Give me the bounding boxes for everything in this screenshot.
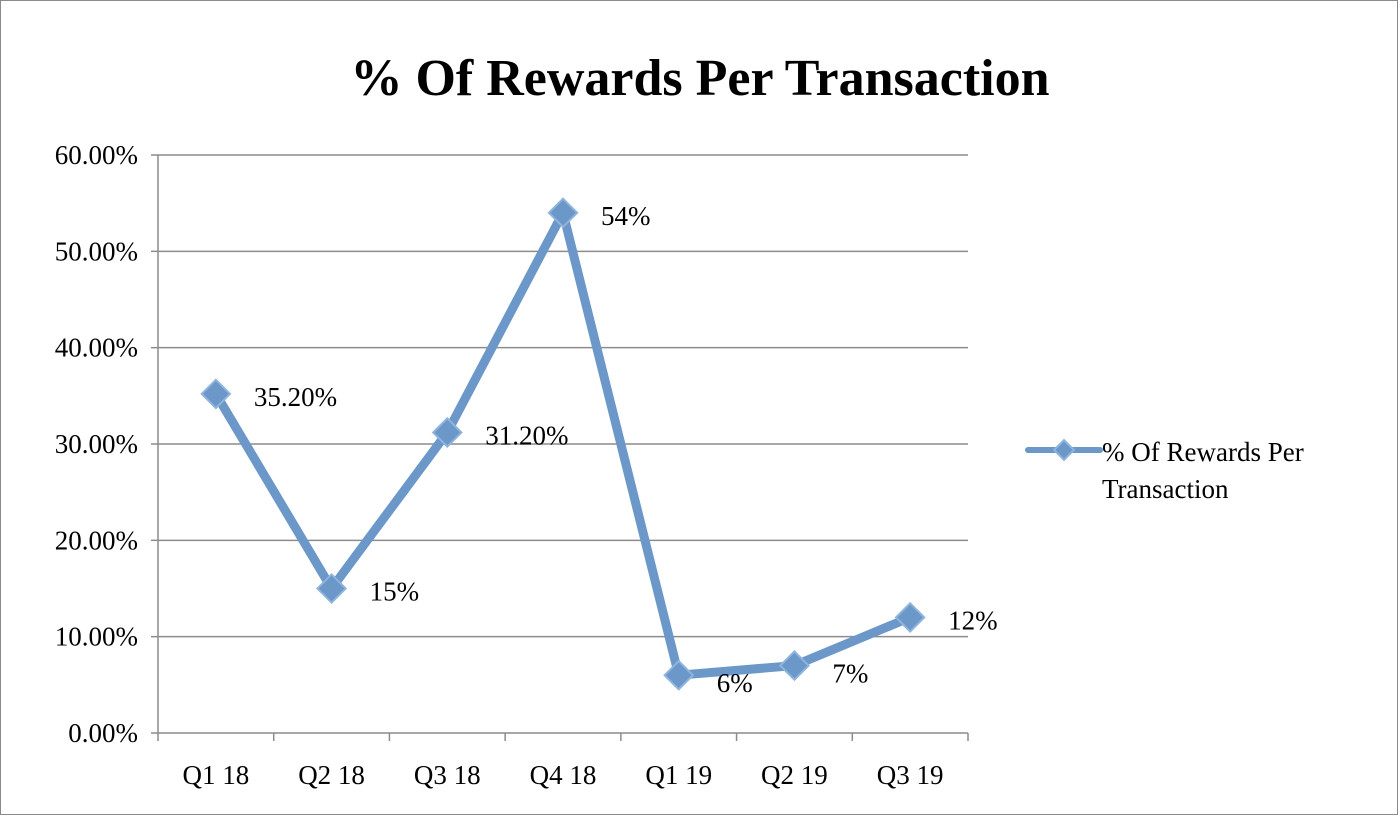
data-labels: 35.20% 15% 31.20% 54% 6% 7% 12%: [254, 201, 998, 698]
chart-title: % Of Rewards Per Transaction: [350, 50, 1049, 107]
data-label: 15%: [370, 577, 420, 607]
axes: [151, 154, 969, 741]
x-tick-label: Q1 19: [645, 760, 712, 790]
legend-marker: [1052, 438, 1076, 462]
y-tick-label: 30.00%: [55, 429, 138, 459]
x-tick-label: Q1 18: [182, 760, 249, 790]
series-group: [200, 197, 926, 691]
y-tick-labels: 0.00% 10.00% 20.00% 30.00% 40.00% 50.00% 60.00…: [55, 140, 138, 748]
data-point: [778, 650, 810, 682]
data-point: [431, 416, 463, 448]
legend-label-line-1: % Of Rewards Per: [1102, 437, 1304, 467]
x-tick-labels: Q1 18 Q2 18 Q3 18 Q4 18 Q1 19 Q2 19 Q3 19: [182, 760, 943, 790]
data-label: 12%: [948, 605, 998, 635]
data-label: 6%: [717, 668, 753, 698]
y-tick-label: 0.00%: [68, 718, 138, 748]
legend-label-line-2: Transaction: [1102, 474, 1229, 504]
data-point: [200, 378, 232, 410]
x-tick-label: Q4 18: [530, 760, 597, 790]
legend: % Of Rewards Per Transaction: [1025, 437, 1304, 504]
x-tick-label: Q3 18: [414, 760, 481, 790]
x-tick-label: Q2 19: [761, 760, 828, 790]
data-label: 31.20%: [485, 420, 568, 450]
data-point: [547, 197, 579, 229]
data-label: 7%: [832, 659, 868, 689]
data-label: 54%: [601, 201, 651, 231]
y-tick-label: 10.00%: [55, 622, 138, 652]
data-point: [316, 572, 348, 605]
data-point: [894, 601, 926, 633]
y-tick-label: 50.00%: [55, 236, 138, 266]
y-tick-label: 40.00%: [55, 333, 138, 363]
y-tick-label: 60.00%: [55, 140, 138, 170]
y-tick-label: 20.00%: [55, 525, 138, 555]
x-tick-label: Q3 19: [877, 760, 944, 790]
gridlines: [158, 154, 968, 638]
x-tick-label: Q2 18: [298, 760, 365, 790]
data-label: 35.20%: [254, 382, 337, 412]
data-point: [663, 659, 695, 691]
